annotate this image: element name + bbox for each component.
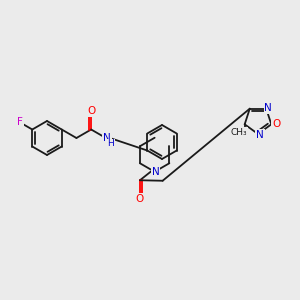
Text: CH₃: CH₃ <box>230 128 247 137</box>
Text: O: O <box>136 194 144 204</box>
Text: O: O <box>87 106 95 116</box>
Text: N: N <box>256 130 264 140</box>
Text: N: N <box>152 167 160 177</box>
Text: N: N <box>103 133 111 143</box>
Text: F: F <box>17 117 23 127</box>
Text: O: O <box>272 119 281 129</box>
Text: N: N <box>264 103 272 113</box>
Text: H: H <box>107 140 114 148</box>
